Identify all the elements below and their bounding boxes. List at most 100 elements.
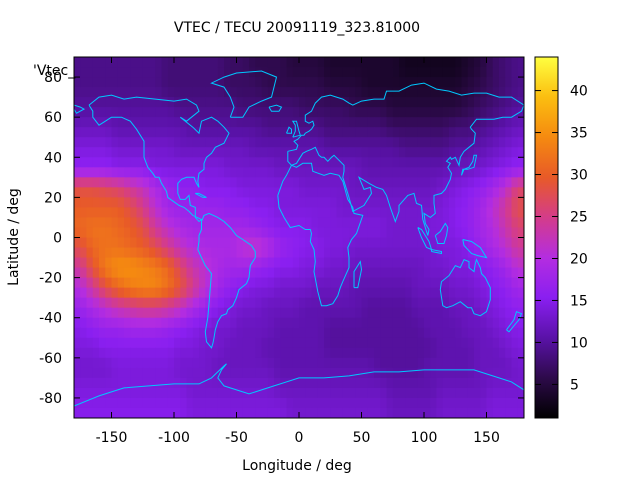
- heatmap-cell: [517, 357, 524, 369]
- chart-title: VTEC / TECU 20091119_323.81000: [174, 20, 420, 36]
- heatmap-cell: [511, 107, 519, 118]
- heatmap-cell: [286, 387, 294, 399]
- heatmap-cell: [186, 367, 194, 379]
- heatmap-cell: [205, 287, 213, 299]
- heatmap-cell: [324, 67, 331, 78]
- heatmap-cell: [467, 337, 475, 349]
- heatmap-cell: [192, 397, 200, 409]
- heatmap-cell: [355, 327, 363, 339]
- heatmap-cell: [261, 397, 269, 409]
- heatmap-cell: [499, 317, 506, 329]
- heatmap-cell: [355, 257, 363, 269]
- heatmap-cell: [417, 307, 425, 319]
- y-tick-label: 40: [44, 150, 62, 166]
- heatmap-cell: [317, 97, 325, 108]
- heatmap-cell: [449, 377, 456, 389]
- heatmap-cell: [430, 87, 438, 98]
- heatmap-cell: [161, 97, 169, 108]
- heatmap-cell: [299, 407, 306, 418]
- heatmap-cell: [274, 257, 281, 269]
- heatmap-cell: [280, 247, 288, 259]
- heatmap-cell: [380, 257, 388, 269]
- heatmap-cell: [267, 367, 275, 379]
- heatmap-cell: [361, 127, 369, 138]
- heatmap-cell: [180, 227, 188, 239]
- heatmap-cell: [105, 77, 113, 88]
- heatmap-cell: [186, 307, 194, 319]
- heatmap-cell: [149, 177, 156, 188]
- heatmap-cell: [280, 397, 288, 409]
- heatmap-cell: [274, 87, 281, 98]
- heatmap-cell: [74, 267, 81, 279]
- heatmap-cell: [455, 157, 463, 168]
- heatmap-cell: [255, 367, 263, 379]
- heatmap-cell: [124, 357, 131, 369]
- heatmap-cell: [149, 207, 156, 219]
- heatmap-cell: [205, 97, 213, 108]
- heatmap-cell: [117, 287, 125, 299]
- heatmap-cell: [130, 317, 138, 329]
- heatmap-cell: [299, 337, 306, 349]
- heatmap-cell: [217, 247, 225, 259]
- heatmap-cell: [336, 97, 344, 108]
- heatmap-cell: [255, 117, 263, 128]
- heatmap-cell: [224, 237, 231, 249]
- heatmap-cell: [417, 327, 425, 339]
- heatmap-cell: [86, 117, 94, 128]
- heatmap-cell: [149, 257, 156, 269]
- heatmap-cell: [236, 247, 244, 259]
- heatmap-cell: [411, 117, 419, 128]
- heatmap-cell: [399, 97, 406, 108]
- heatmap-cell: [161, 77, 169, 88]
- heatmap-cell: [280, 137, 288, 148]
- heatmap-cell: [474, 327, 481, 339]
- heatmap-cell: [355, 217, 363, 229]
- heatmap-cell: [174, 177, 181, 188]
- heatmap-cell: [355, 137, 363, 148]
- coastline: [462, 239, 488, 259]
- heatmap-cell: [517, 267, 524, 279]
- heatmap-cell: [242, 377, 250, 389]
- heatmap-cell: [299, 367, 306, 379]
- heatmap-cell: [517, 157, 524, 168]
- x-tick-label: 100: [411, 430, 438, 446]
- heatmap-cell: [467, 207, 475, 219]
- heatmap-cell: [336, 227, 344, 239]
- heatmap-cell: [455, 337, 463, 349]
- heatmap-cell: [92, 237, 100, 249]
- heatmap-cell: [217, 327, 225, 339]
- heatmap-cell: [99, 157, 106, 168]
- heatmap-cell: [492, 347, 500, 359]
- heatmap-cell: [230, 287, 238, 299]
- heatmap-cell: [149, 327, 156, 339]
- heatmap-cell: [261, 317, 269, 329]
- heatmap-cell: [361, 77, 369, 88]
- heatmap-cell: [261, 117, 269, 128]
- heatmap-cell: [292, 307, 300, 319]
- heatmap-cell: [111, 77, 119, 88]
- heatmap-cell: [505, 317, 513, 329]
- heatmap-cell: [330, 257, 338, 269]
- heatmap-cell: [430, 367, 438, 379]
- heatmap-cell: [180, 67, 188, 78]
- heatmap-cell: [180, 247, 188, 259]
- heatmap-cell: [174, 257, 181, 269]
- heatmap-cell: [111, 267, 119, 279]
- heatmap-cell: [261, 187, 269, 198]
- heatmap-cell: [74, 197, 81, 209]
- heatmap-cell: [267, 147, 275, 158]
- heatmap-cell: [299, 397, 306, 409]
- heatmap-cell: [86, 207, 94, 219]
- heatmap-cell: [305, 187, 313, 198]
- heatmap-cell: [311, 277, 319, 289]
- heatmap-cell: [511, 127, 519, 138]
- heatmap-cell: [267, 287, 275, 299]
- heatmap-cell: [124, 187, 131, 198]
- heatmap-cell: [467, 197, 475, 209]
- heatmap-cell: [274, 147, 281, 158]
- heatmap-cell: [274, 317, 281, 329]
- heatmap-cell: [92, 327, 100, 339]
- heatmap-cell: [317, 237, 325, 249]
- heatmap-cell: [255, 257, 263, 269]
- heatmap-cell: [392, 317, 400, 329]
